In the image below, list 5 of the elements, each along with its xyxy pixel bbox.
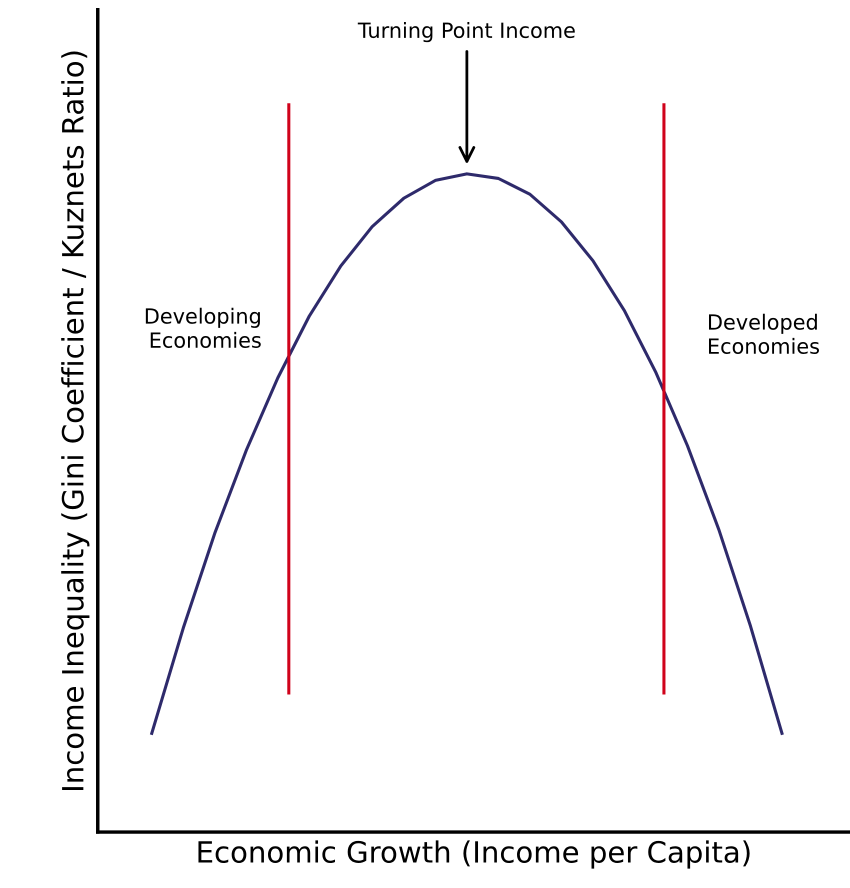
annotation: Developing Economies	[146, 308, 261, 348]
annotation: Developed Economies	[708, 314, 820, 354]
text: Turning Point Income	[358, 22, 575, 42]
y-axis-title: Income Inequality (Gini Coefficient / Kuznets Ratio)	[61, 52, 90, 790]
x-axis-title: Economic Growth (Income per Capita)	[198, 840, 750, 869]
